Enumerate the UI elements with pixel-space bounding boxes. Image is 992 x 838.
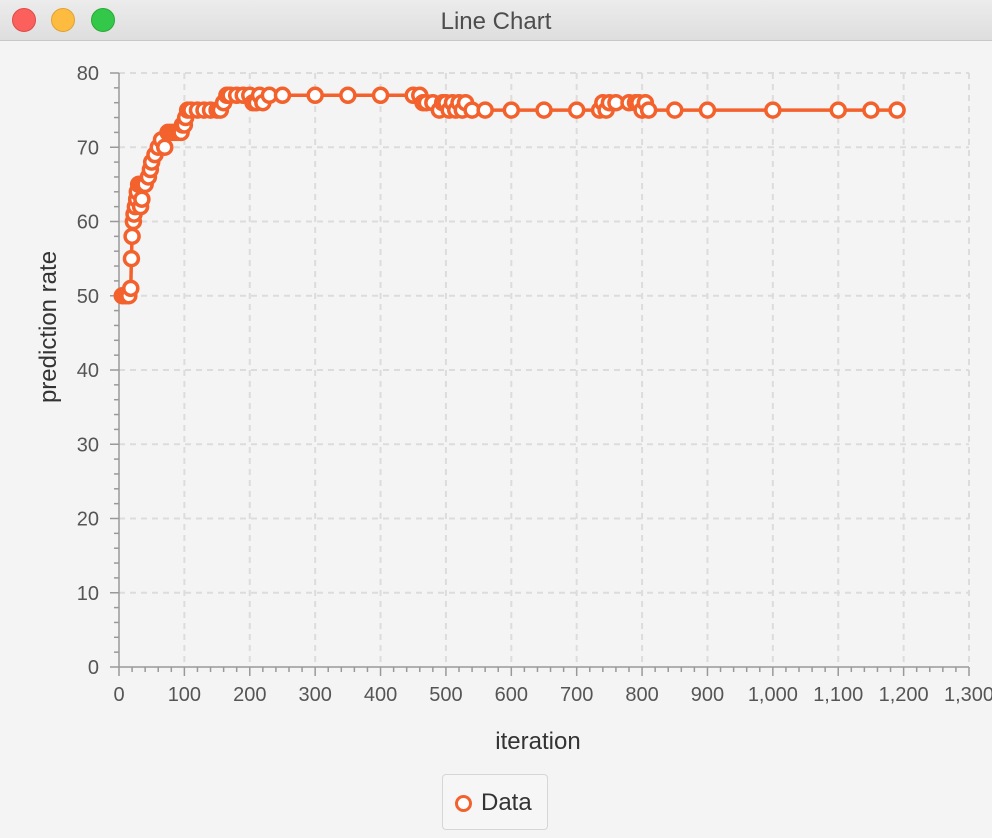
- y-tick-label: 30: [77, 434, 99, 456]
- data-point: [122, 249, 141, 268]
- y-tick-label: 50: [77, 286, 99, 308]
- data-point: [698, 101, 717, 119]
- maximize-window-button[interactable]: [91, 8, 115, 32]
- data-point: [476, 101, 494, 119]
- y-tick-label: 0: [88, 657, 99, 679]
- x-tick-label: 700: [560, 684, 593, 706]
- data-point: [122, 279, 140, 298]
- y-tick-label: 40: [77, 360, 99, 382]
- x-tick-label: 400: [364, 684, 397, 706]
- x-tick-label: 500: [429, 684, 462, 706]
- x-tick-label: 200: [233, 684, 266, 706]
- title-bar: Line Chart: [0, 0, 992, 41]
- data-point: [862, 101, 880, 119]
- y-tick-label: 70: [77, 137, 99, 159]
- x-tick-label: 100: [168, 684, 201, 706]
- x-axis-title: iteration: [495, 728, 580, 755]
- chart-legend: Data: [442, 774, 548, 830]
- legend-label: Data: [481, 789, 532, 816]
- data-point: [764, 101, 782, 119]
- data-point: [666, 101, 684, 119]
- x-tick-label: 0: [113, 684, 124, 706]
- x-tick-label: 600: [495, 684, 528, 706]
- data-point: [133, 190, 151, 208]
- data-point: [306, 86, 324, 105]
- x-tick-label: 900: [691, 684, 724, 706]
- y-tick-label: 10: [77, 583, 99, 605]
- data-point: [339, 86, 357, 105]
- x-tick-label: 800: [625, 684, 658, 706]
- y-axis-title: prediction rate: [35, 251, 62, 403]
- data-point: [888, 101, 906, 119]
- data-point: [273, 86, 292, 105]
- data-point: [371, 86, 390, 105]
- data-point: [829, 101, 847, 119]
- y-tick-label: 60: [77, 212, 99, 234]
- window-title: Line Chart: [440, 8, 552, 35]
- data-point: [567, 101, 586, 119]
- x-tick-label: 1,100: [813, 684, 863, 706]
- legend-marker-icon: [455, 795, 472, 812]
- x-tick-label: 300: [298, 684, 331, 706]
- x-tick-label: 1,200: [879, 684, 929, 706]
- minimize-window-button[interactable]: [51, 8, 75, 32]
- data-point: [156, 138, 174, 156]
- close-window-button[interactable]: [12, 8, 36, 32]
- x-tick-label: 1,300: [944, 684, 992, 706]
- data-point: [502, 101, 521, 119]
- data-point: [123, 227, 141, 246]
- y-tick-label: 20: [77, 509, 99, 531]
- line-chart: 0 100 200 300 400 500 600 700 800 900 1,000 1,100 1,…: [35, 63, 992, 755]
- x-tick-label: 1,000: [748, 684, 798, 706]
- data-point: [535, 101, 553, 119]
- y-tick-label: 80: [77, 63, 99, 85]
- series-line: [122, 93, 898, 298]
- data-point: [639, 101, 658, 119]
